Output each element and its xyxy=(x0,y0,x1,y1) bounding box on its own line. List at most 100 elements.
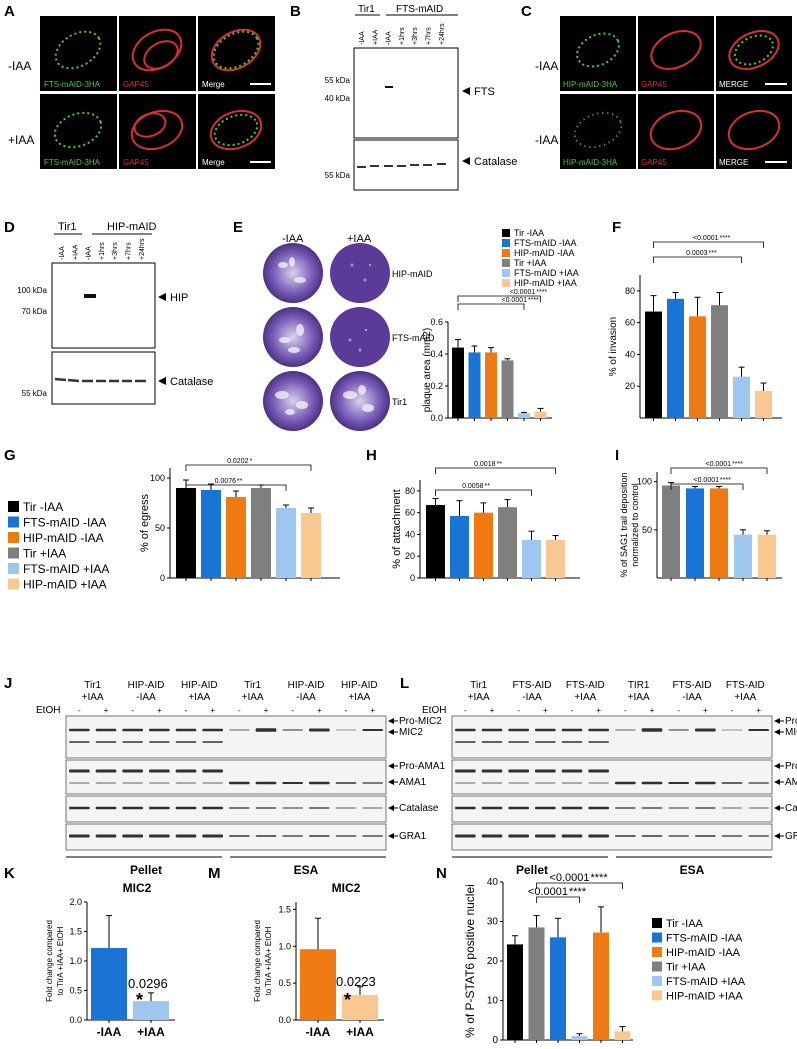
blot-band xyxy=(335,835,357,837)
y-tick-label: 0.2 xyxy=(430,381,443,391)
blot-band xyxy=(175,741,197,743)
panel-a-ch2-label-2: GAP45 xyxy=(123,158,149,167)
blot-band xyxy=(149,728,170,732)
bar xyxy=(755,390,772,418)
bar xyxy=(522,539,541,578)
micrograph-c-1 xyxy=(560,16,636,91)
blot-band xyxy=(362,782,383,784)
bar xyxy=(176,488,196,578)
significance-stars: **** xyxy=(732,461,743,468)
etoh-sign: - xyxy=(464,706,467,715)
plaque-well xyxy=(263,307,323,367)
panel-label-l: L xyxy=(400,675,409,692)
significance-stars: ** xyxy=(237,478,243,485)
band-label: Pro-MIC2 xyxy=(399,716,442,727)
blot-band xyxy=(508,806,529,810)
blot-band xyxy=(69,782,90,784)
blot-strip xyxy=(451,823,773,851)
blot-band xyxy=(668,782,689,784)
y-tick-label: 1.5 xyxy=(69,927,82,937)
arrow-icon xyxy=(774,718,780,724)
bar xyxy=(593,932,609,1040)
plaque-wells xyxy=(263,243,390,431)
legend-swatch xyxy=(652,918,662,928)
legend-entry: HIP-mAID +IAA xyxy=(666,991,743,1003)
significance-bracket xyxy=(185,464,312,471)
blot-band xyxy=(481,834,503,838)
p-value: 0.0018 xyxy=(474,461,496,468)
bar xyxy=(91,948,127,1020)
panel-d-mw3: 55 kDa xyxy=(22,389,48,398)
blot-band xyxy=(641,835,663,837)
plaque-well xyxy=(330,307,390,367)
p-value: <0.0001 xyxy=(694,477,720,484)
legend-swatch xyxy=(502,259,510,267)
blot-band xyxy=(748,835,769,837)
blot-group-label: Tir1 xyxy=(470,680,487,691)
blot-band xyxy=(748,807,769,809)
blot-band xyxy=(535,834,556,838)
blot-band xyxy=(229,781,250,785)
arrow-icon xyxy=(774,779,780,785)
bar xyxy=(342,994,378,1020)
blot-band xyxy=(721,782,743,784)
blot-group-label: -IAA xyxy=(136,692,156,703)
panel-d-mw1: 100 kDa xyxy=(17,286,47,295)
blot-group-label: +IAA xyxy=(734,692,756,703)
panel-c-ch1-label: HIP-mAID-3HA xyxy=(563,80,618,89)
blot-band xyxy=(508,834,529,838)
etoh-sign: - xyxy=(731,706,734,715)
y-axis-label: Fold change compared xyxy=(45,920,54,1002)
panel-a-images xyxy=(40,16,275,169)
blot-band xyxy=(535,741,556,743)
x-tick-label: -IAA xyxy=(97,1025,122,1039)
plaque-well xyxy=(263,243,323,303)
blot-band xyxy=(202,769,223,773)
blot-band xyxy=(229,835,250,837)
blot-group-label: -IAA xyxy=(522,692,542,703)
blot-band xyxy=(309,807,330,809)
blot-band xyxy=(641,807,663,809)
blot-group-label: FTS-AID xyxy=(673,680,712,691)
band-label: Pro-MIC2 xyxy=(785,716,797,727)
blot-band xyxy=(588,806,609,810)
legend-swatch xyxy=(8,501,19,512)
panel-label-a: A xyxy=(4,3,15,20)
legend-swatch xyxy=(8,563,19,574)
bar xyxy=(667,298,684,418)
lane-label: -IAA xyxy=(386,31,393,45)
bar xyxy=(689,316,706,418)
lane-label: +1hrs xyxy=(99,242,106,260)
legend-swatch xyxy=(652,990,662,1001)
panel-label-b: B xyxy=(290,3,301,20)
lane-label: -IAA xyxy=(86,246,93,260)
blot-group-label: +IAA xyxy=(628,692,650,703)
arrow-icon xyxy=(158,377,166,385)
blot-band xyxy=(455,741,476,743)
blot-band xyxy=(748,729,769,731)
blot-band xyxy=(335,807,357,809)
blot-group-label: HIP-AID xyxy=(288,680,325,691)
y-tick-label: 40 xyxy=(625,349,635,359)
plaque-well xyxy=(330,371,390,431)
bar xyxy=(450,515,469,578)
etoh-sign: + xyxy=(543,706,548,715)
blot-band xyxy=(455,782,476,784)
blot-band xyxy=(69,741,90,743)
etoh-sign: - xyxy=(517,706,520,715)
blot-band xyxy=(588,834,609,838)
p-value: 0.0296 xyxy=(128,976,168,991)
blot-band xyxy=(508,782,529,784)
panel-a-ch2-label: GAP45 xyxy=(123,80,149,89)
bar xyxy=(711,305,728,418)
blot-band xyxy=(561,741,583,743)
etoh-sign: + xyxy=(490,706,495,715)
lane-label: +7hrs xyxy=(426,27,433,45)
blot-band xyxy=(255,781,277,785)
panel-b-mw1: 55 kDa xyxy=(325,76,351,85)
p-value: 0.0003 xyxy=(686,250,708,257)
blot-group-label: -IAA xyxy=(296,692,316,703)
chart-f: 20 40 60 80 % of invasion <0.0001 **** 0.0003 **… xyxy=(608,235,782,421)
